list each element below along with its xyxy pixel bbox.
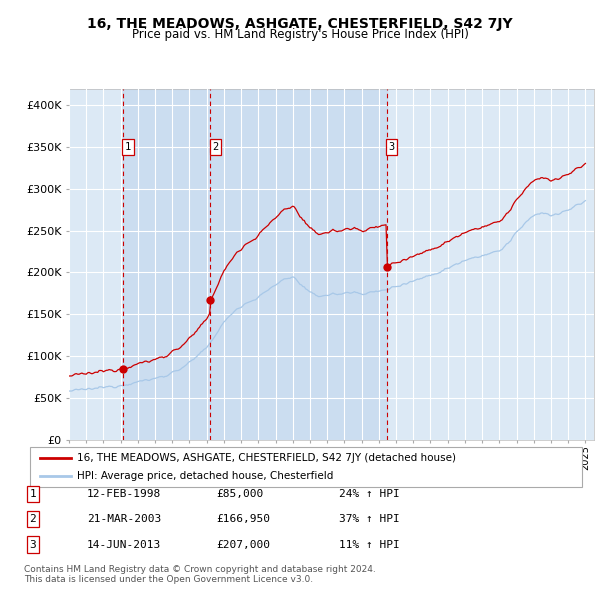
Bar xyxy=(211,88,386,440)
Text: 1: 1 xyxy=(29,489,37,499)
Text: 37% ↑ HPI: 37% ↑ HPI xyxy=(339,514,400,524)
Text: Price paid vs. HM Land Registry's House Price Index (HPI): Price paid vs. HM Land Registry's House … xyxy=(131,28,469,41)
Text: 12-FEB-1998: 12-FEB-1998 xyxy=(87,489,161,499)
Text: 11% ↑ HPI: 11% ↑ HPI xyxy=(339,540,400,549)
Text: 2: 2 xyxy=(212,142,219,152)
Text: 16, THE MEADOWS, ASHGATE, CHESTERFIELD, S42 7JY (detached house): 16, THE MEADOWS, ASHGATE, CHESTERFIELD, … xyxy=(77,453,456,463)
Text: HPI: Average price, detached house, Chesterfield: HPI: Average price, detached house, Ches… xyxy=(77,471,333,481)
Text: 24% ↑ HPI: 24% ↑ HPI xyxy=(339,489,400,499)
Text: £207,000: £207,000 xyxy=(216,540,270,549)
Text: 16, THE MEADOWS, ASHGATE, CHESTERFIELD, S42 7JY: 16, THE MEADOWS, ASHGATE, CHESTERFIELD, … xyxy=(87,17,513,31)
Text: 3: 3 xyxy=(389,142,395,152)
Text: 1: 1 xyxy=(125,142,131,152)
Text: £166,950: £166,950 xyxy=(216,514,270,524)
Text: Contains HM Land Registry data © Crown copyright and database right 2024.
This d: Contains HM Land Registry data © Crown c… xyxy=(24,565,376,584)
Text: £85,000: £85,000 xyxy=(216,489,263,499)
Text: 2: 2 xyxy=(29,514,37,524)
Bar xyxy=(123,88,211,440)
Text: 14-JUN-2013: 14-JUN-2013 xyxy=(87,540,161,549)
Text: 21-MAR-2003: 21-MAR-2003 xyxy=(87,514,161,524)
Text: 3: 3 xyxy=(29,540,37,549)
